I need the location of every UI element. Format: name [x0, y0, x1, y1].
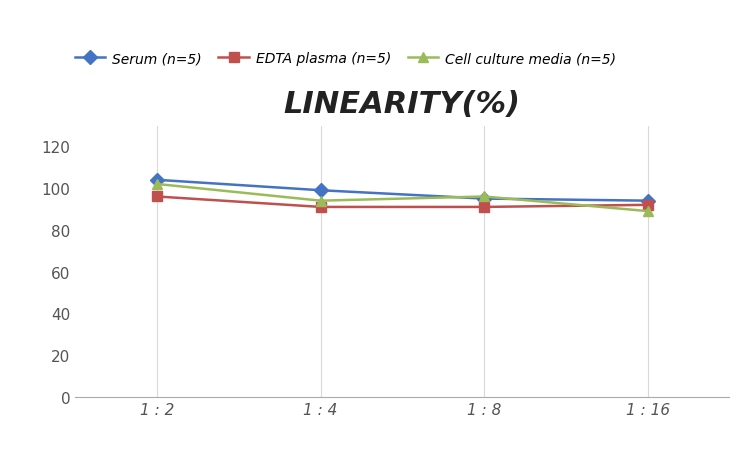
Line: Cell culture media (n=5): Cell culture media (n=5): [152, 179, 653, 216]
Cell culture media (n=5): [316, 198, 325, 204]
EDTA plasma (n=5): [480, 205, 489, 210]
Cell culture media (n=5): [153, 182, 162, 187]
Serum (n=5): [153, 178, 162, 183]
Serum (n=5): [643, 198, 652, 204]
Cell culture media (n=5): [480, 194, 489, 200]
Serum (n=5): [316, 188, 325, 193]
Serum (n=5): [480, 197, 489, 202]
Title: LINEARITY(%): LINEARITY(%): [284, 89, 521, 119]
Line: EDTA plasma (n=5): EDTA plasma (n=5): [152, 192, 653, 212]
Line: Serum (n=5): Serum (n=5): [152, 175, 653, 206]
EDTA plasma (n=5): [153, 194, 162, 200]
Legend: Serum (n=5), EDTA plasma (n=5), Cell culture media (n=5): Serum (n=5), EDTA plasma (n=5), Cell cul…: [69, 46, 622, 72]
Cell culture media (n=5): [643, 209, 652, 214]
EDTA plasma (n=5): [316, 205, 325, 210]
EDTA plasma (n=5): [643, 202, 652, 208]
